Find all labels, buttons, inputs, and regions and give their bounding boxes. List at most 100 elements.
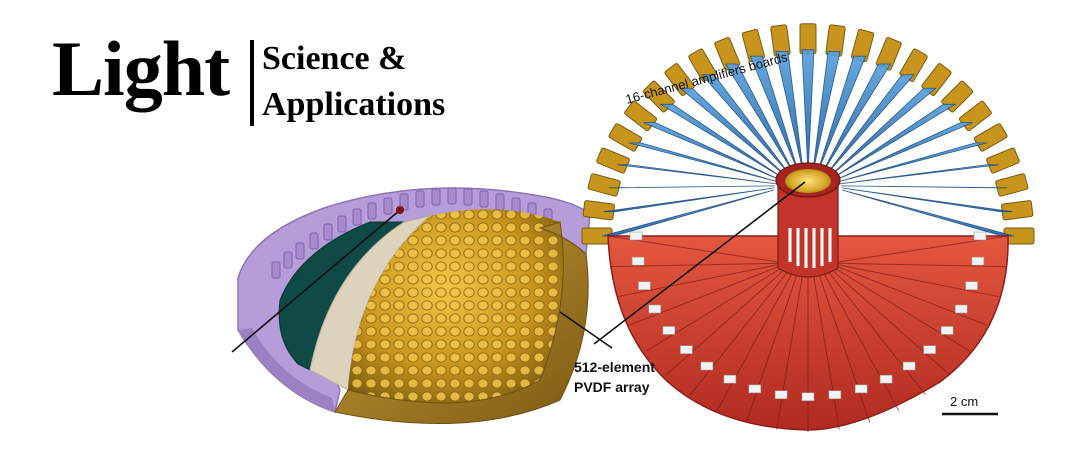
blue-board <box>831 103 957 180</box>
blue-board <box>724 63 796 176</box>
blue-board <box>643 122 782 181</box>
red-board-line <box>629 265 782 326</box>
white-chip <box>638 281 651 290</box>
white-chip <box>700 361 714 371</box>
white-chip <box>973 231 987 241</box>
blue-boards <box>601 49 1015 237</box>
white-chip <box>629 231 643 241</box>
gold-connector <box>973 123 1008 152</box>
red-board-line <box>716 268 795 411</box>
pvdf-elements <box>348 209 564 403</box>
blue-board <box>820 63 892 176</box>
logo-word: Light <box>52 25 230 112</box>
blue-board <box>816 55 867 175</box>
blue-board <box>839 164 999 185</box>
gold-connector <box>799 23 817 55</box>
white-chip <box>954 304 968 314</box>
white-chips <box>629 231 987 402</box>
gold-connector <box>587 173 621 197</box>
blue-board <box>701 74 792 177</box>
housing-cut-face <box>238 328 335 412</box>
gold-connector <box>1001 200 1034 221</box>
scale-label: 2 cm <box>950 394 978 409</box>
blue-board <box>617 164 777 185</box>
blue-board <box>679 87 788 178</box>
white-chip <box>879 374 893 384</box>
white-chip <box>680 345 693 354</box>
red-board-line <box>666 267 788 375</box>
gold-connector <box>986 147 1020 174</box>
white-chip <box>923 345 936 354</box>
array-label-line2: PVDF array <box>574 379 650 395</box>
gold-connector <box>596 147 630 174</box>
red-board-line <box>828 267 950 375</box>
logo-subtitle-line2: Applications <box>262 86 446 123</box>
blue-board <box>824 74 915 177</box>
blue-board <box>812 50 841 175</box>
red-board-line <box>832 266 971 352</box>
blue-board <box>749 55 800 175</box>
white-chip <box>902 361 916 371</box>
red-board-line <box>821 268 900 411</box>
red-board-line <box>812 269 840 430</box>
hemispherical-transducer <box>231 187 613 424</box>
white-chip <box>965 281 978 290</box>
red-board-line <box>834 265 987 326</box>
pointer-line-shell <box>559 311 613 349</box>
white-chip <box>662 326 676 335</box>
white-chip <box>828 390 842 400</box>
blue-board <box>841 189 1015 237</box>
white-chip <box>723 374 737 384</box>
red-board-lines <box>607 235 1009 432</box>
white-chip <box>940 326 954 335</box>
red-board-line <box>776 269 804 430</box>
blue-board <box>834 122 973 181</box>
pointer-line-array <box>593 181 806 345</box>
white-chip <box>748 384 762 394</box>
array-label-line1: 512-element <box>574 359 655 375</box>
white-chip <box>971 256 985 266</box>
red-board-line <box>645 266 784 352</box>
blue-board <box>837 142 988 183</box>
blue-board <box>841 187 1013 213</box>
logo-divider <box>250 40 254 126</box>
white-chip <box>774 390 788 400</box>
gold-connector <box>608 123 643 152</box>
red-board-line <box>617 263 780 298</box>
amplifier-assembly <box>581 23 1035 432</box>
gold-cup <box>785 169 831 193</box>
pointer-line-left <box>231 209 401 353</box>
gold-connector <box>582 200 615 221</box>
blue-board <box>840 185 1008 189</box>
logo-subtitle-line1: Science & <box>262 40 407 77</box>
blue-board <box>801 49 815 175</box>
red-board-line <box>836 263 999 298</box>
white-chip <box>854 384 868 394</box>
pointer-dot <box>396 206 404 214</box>
red-board-line <box>837 235 1009 263</box>
rim-connectors <box>271 187 553 279</box>
red-board-line <box>607 235 779 263</box>
red-board-line <box>610 262 779 268</box>
white-chip <box>648 304 662 314</box>
blue-board <box>601 189 775 237</box>
blue-board <box>828 87 937 178</box>
red-board-line <box>690 268 791 395</box>
blue-board <box>608 185 776 189</box>
red-board-line <box>837 262 1006 268</box>
blue-board <box>628 142 779 183</box>
white-chip <box>631 256 645 266</box>
gold-shell <box>334 221 589 424</box>
red-board-line <box>825 268 926 395</box>
blue-board <box>603 187 775 213</box>
red-board-line <box>745 269 800 423</box>
gold-connector <box>995 173 1029 197</box>
cylinder-slots <box>788 228 832 268</box>
red-board-line <box>816 269 871 423</box>
white-chip <box>801 392 815 402</box>
blue-board <box>775 50 804 175</box>
journal-logo: Light Science & Applications <box>0 0 520 140</box>
blue-board <box>659 103 785 180</box>
